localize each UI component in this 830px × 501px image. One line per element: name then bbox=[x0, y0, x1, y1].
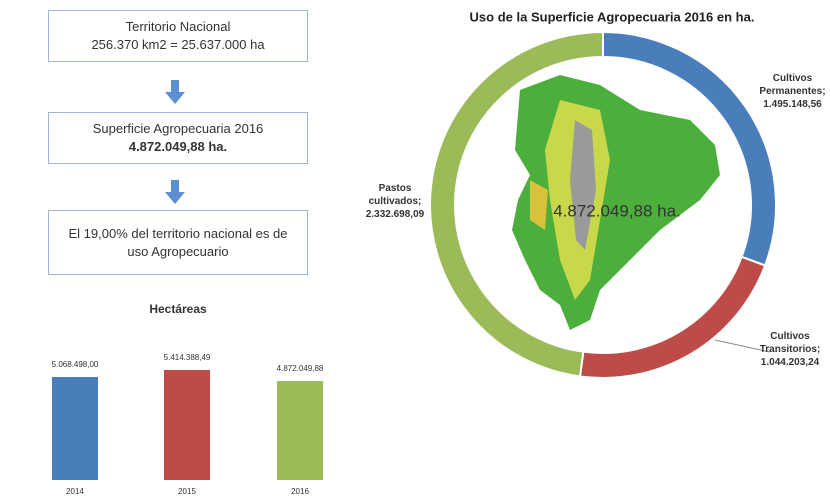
value-label: 4.872.049,88 bbox=[277, 364, 324, 373]
x-tick-label: 2015 bbox=[178, 487, 196, 496]
category-label: Cultivos Permanentes; bbox=[755, 72, 830, 98]
bar bbox=[277, 381, 323, 480]
infographic: Hectáreas 5.068.498,00 2014 5.414.388,49 201… bbox=[0, 0, 830, 501]
data-label: Cultivos Transitorios;1.044.203,24 bbox=[750, 330, 830, 369]
flow-text: 4.872.049,88 ha. bbox=[49, 138, 307, 156]
category-label: Cultivos Transitorios; bbox=[750, 330, 830, 356]
chart-title: Uso de la Superficie Agropecuaria 2016 e… bbox=[470, 9, 755, 24]
value-label: 1.044.203,24 bbox=[750, 356, 830, 369]
bar bbox=[164, 370, 210, 480]
flow-text: Territorio Nacional bbox=[49, 18, 307, 36]
flow-box: El 19,00% del territorio nacional es de … bbox=[48, 210, 308, 275]
bar bbox=[52, 377, 98, 480]
data-label: Pastos cultivados;2.332.698,09 bbox=[355, 182, 435, 221]
flow-text: El 19,00% del territorio nacional es de … bbox=[49, 225, 307, 261]
chart-title: Hectáreas bbox=[149, 302, 207, 316]
x-tick-label: 2016 bbox=[291, 487, 309, 496]
data-label: Cultivos Permanentes;1.495.148,56 bbox=[755, 72, 830, 111]
flow-text: 256.370 km2 = 25.637.000 ha bbox=[49, 36, 307, 54]
value-label: 1.495.148,56 bbox=[755, 98, 830, 111]
center-label: 4.872.049,88 ha. bbox=[553, 201, 681, 220]
x-tick-label: 2014 bbox=[66, 487, 84, 496]
value-label: 2.332.698,09 bbox=[355, 208, 435, 221]
value-label: 5.414.388,49 bbox=[164, 353, 211, 362]
category-label: Pastos cultivados; bbox=[355, 182, 435, 208]
flow-text: Superficie Agropecuaria 2016 bbox=[49, 120, 307, 138]
value-label: 5.068.498,00 bbox=[52, 360, 99, 369]
